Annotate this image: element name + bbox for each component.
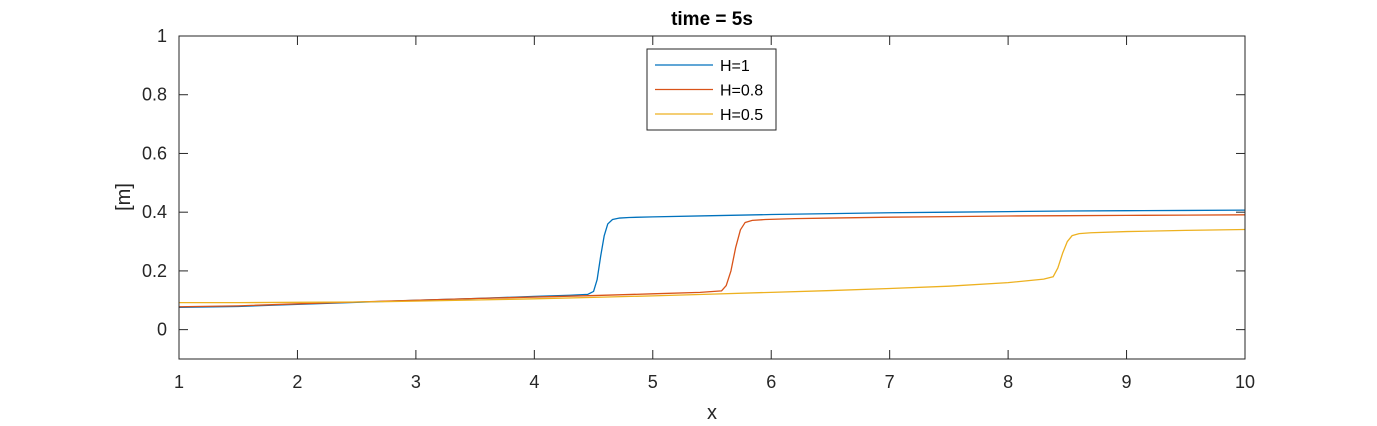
y-tick-label: 1 bbox=[157, 26, 167, 46]
x-tick-label: 6 bbox=[766, 372, 776, 392]
x-tick-label: 4 bbox=[529, 372, 539, 392]
x-axis-label: x bbox=[707, 402, 717, 424]
x-tick-label: 2 bbox=[292, 372, 302, 392]
legend-label-3: H=0.5 bbox=[720, 107, 763, 124]
y-tick-label: 0 bbox=[157, 320, 167, 340]
y-tick-label: 0.4 bbox=[142, 202, 167, 222]
legend-label-1: H=1 bbox=[720, 58, 750, 75]
y-tick-label: 0.8 bbox=[142, 85, 167, 105]
legend: H=1 H=0.8 H=0.5 bbox=[646, 48, 777, 131]
axes-layer bbox=[178, 35, 1246, 360]
x-tick-label: 1 bbox=[174, 372, 184, 392]
y-axis-label: [m] bbox=[113, 183, 135, 211]
y-tick-label: 0.6 bbox=[142, 143, 167, 163]
x-tick-label: 9 bbox=[1122, 372, 1132, 392]
series-line-2 bbox=[178, 214, 1246, 308]
x-tick-label: 7 bbox=[885, 372, 895, 392]
legend-label-2: H=0.8 bbox=[720, 83, 763, 100]
x-tick-label: 5 bbox=[648, 372, 658, 392]
x-tick-label: 3 bbox=[411, 372, 421, 392]
axes-box bbox=[178, 35, 1246, 360]
ticks-layer: 1 2 3 4 5 6 7 8 9 10 0 0.2 0.4 0.6 0.8 1 bbox=[142, 26, 1255, 392]
y-tick-label: 0.2 bbox=[142, 261, 167, 281]
series-layer bbox=[178, 209, 1246, 308]
x-tick-label: 10 bbox=[1235, 372, 1255, 392]
series-line-3 bbox=[179, 228, 1246, 304]
chart-title: time = 5s bbox=[671, 9, 753, 30]
x-tick-label: 8 bbox=[1003, 372, 1013, 392]
